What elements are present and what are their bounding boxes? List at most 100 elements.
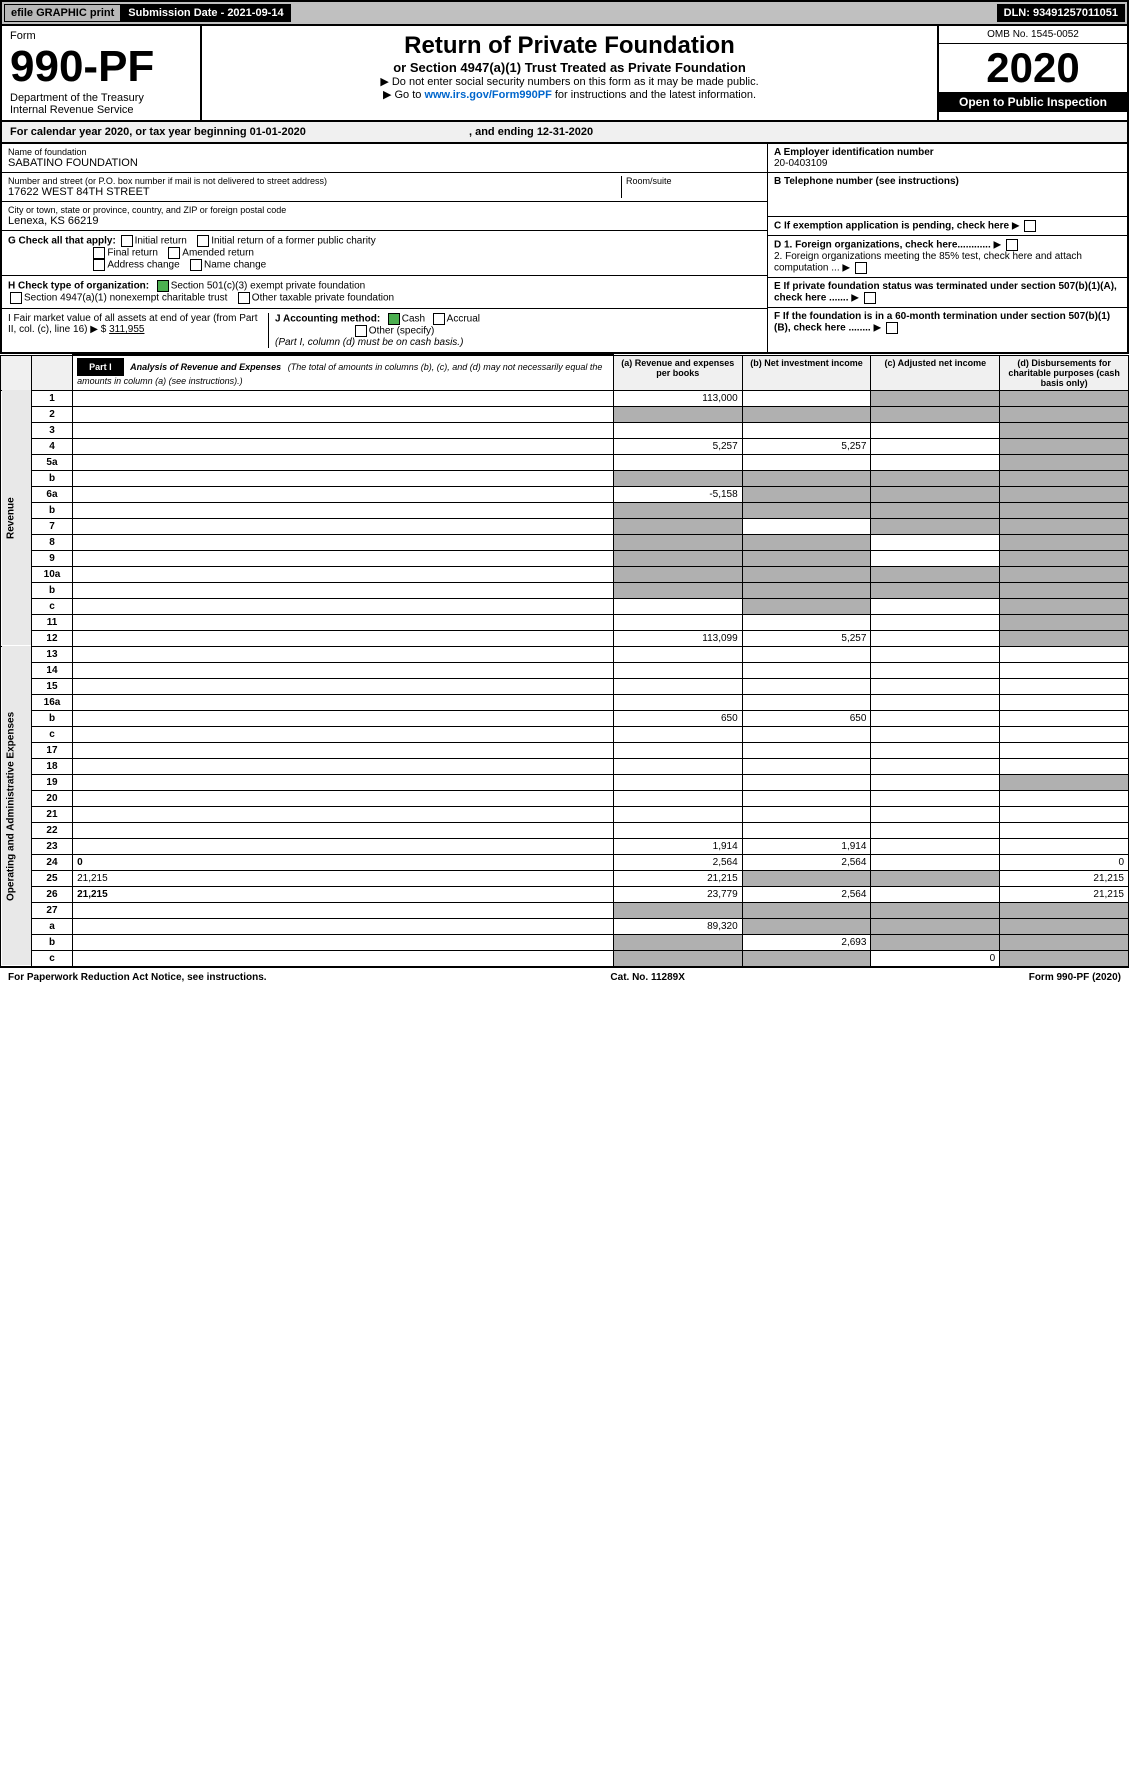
- cell-c: [871, 918, 1000, 934]
- cell-d: [1000, 566, 1129, 582]
- row-num: 26: [31, 886, 72, 902]
- col-b: (b) Net investment income: [742, 355, 871, 390]
- chk-accrual[interactable]: [433, 313, 445, 325]
- table-row: 6a-5,158: [1, 486, 1129, 502]
- cell-a: 1,914: [613, 838, 742, 854]
- cell-a: [613, 950, 742, 966]
- col-d: (d) Disbursements for charitable purpose…: [1000, 355, 1129, 390]
- cell-b: [742, 742, 871, 758]
- cell-c: [871, 454, 1000, 470]
- header-left: Form 990-PF Department of the Treasury I…: [2, 26, 202, 120]
- cell-c: [871, 486, 1000, 502]
- row-desc: 21,215: [73, 870, 614, 886]
- efile-button[interactable]: efile GRAPHIC print: [4, 4, 121, 22]
- row-desc: [73, 742, 614, 758]
- cell-a: [613, 614, 742, 630]
- cell-d: [1000, 438, 1129, 454]
- cell-c: [871, 614, 1000, 630]
- city-cell: City or town, state or province, country…: [2, 202, 767, 231]
- addr-cell: Number and street (or P.O. box number if…: [2, 173, 767, 202]
- chk-name[interactable]: [190, 259, 202, 271]
- chk-d1[interactable]: [1006, 239, 1018, 251]
- chk-c[interactable]: [1024, 220, 1036, 232]
- cell-c: [871, 710, 1000, 726]
- row-num: 4: [31, 438, 72, 454]
- row-num: 20: [31, 790, 72, 806]
- chk-d2[interactable]: [855, 262, 867, 274]
- table-row: b650650: [1, 710, 1129, 726]
- cell-c: [871, 822, 1000, 838]
- cell-b: [742, 646, 871, 662]
- cell-d: [1000, 630, 1129, 646]
- row-num: 21: [31, 806, 72, 822]
- table-row: 8: [1, 534, 1129, 550]
- cell-a: [613, 518, 742, 534]
- row-num: 11: [31, 614, 72, 630]
- row-num: 24: [31, 854, 72, 870]
- table-row: 2402,5642,5640: [1, 854, 1129, 870]
- row-desc: [73, 694, 614, 710]
- cell-c: [871, 742, 1000, 758]
- row-desc: [73, 550, 614, 566]
- table-row: 11: [1, 614, 1129, 630]
- cell-b: [742, 758, 871, 774]
- cell-d: [1000, 774, 1129, 790]
- form-label: Form: [10, 30, 192, 42]
- cell-b: [742, 822, 871, 838]
- row-desc: [73, 646, 614, 662]
- cell-d: [1000, 918, 1129, 934]
- table-row: c: [1, 598, 1129, 614]
- cell-c: [871, 630, 1000, 646]
- cell-b: [742, 614, 871, 630]
- cell-a: [613, 646, 742, 662]
- cell-a: [613, 582, 742, 598]
- chk-initial[interactable]: [121, 235, 133, 247]
- cell-a: 2,564: [613, 854, 742, 870]
- row-num: b: [31, 934, 72, 950]
- cell-b: [742, 518, 871, 534]
- cell-a: 113,000: [613, 390, 742, 406]
- cell-c: [871, 886, 1000, 902]
- row-desc: [73, 486, 614, 502]
- table-row: 231,9141,914: [1, 838, 1129, 854]
- row-desc: [73, 918, 614, 934]
- row-desc: [73, 422, 614, 438]
- cell-a: [613, 422, 742, 438]
- chk-e[interactable]: [864, 292, 876, 304]
- chk-address[interactable]: [93, 259, 105, 271]
- cell-b: 2,564: [742, 854, 871, 870]
- cell-a: [613, 406, 742, 422]
- cell-d: [1000, 694, 1129, 710]
- chk-4947[interactable]: [10, 292, 22, 304]
- irs-link[interactable]: www.irs.gov/Form990PF: [424, 89, 551, 101]
- chk-final[interactable]: [93, 247, 105, 259]
- cell-b: 650: [742, 710, 871, 726]
- cell-c: [871, 934, 1000, 950]
- cell-a: [613, 790, 742, 806]
- row-num: c: [31, 950, 72, 966]
- row-num: 1: [31, 390, 72, 406]
- row-desc: [73, 678, 614, 694]
- cell-b: [742, 598, 871, 614]
- tel-cell: B Telephone number (see instructions): [768, 173, 1127, 217]
- section-ij: I Fair market value of all assets at end…: [2, 309, 767, 352]
- chk-other-tax[interactable]: [238, 292, 250, 304]
- row-desc: 21,215: [73, 886, 614, 902]
- cell-b: [742, 422, 871, 438]
- table-row: 15: [1, 678, 1129, 694]
- instr1: ▶ Do not enter social security numbers o…: [208, 75, 931, 88]
- chk-501c3[interactable]: [157, 280, 169, 292]
- table-row: 17: [1, 742, 1129, 758]
- chk-amended[interactable]: [168, 247, 180, 259]
- cell-a: 5,257: [613, 438, 742, 454]
- row-desc: [73, 758, 614, 774]
- chk-cash[interactable]: [388, 313, 400, 325]
- section-h: H Check type of organization: Section 50…: [2, 276, 767, 309]
- chk-initial-former[interactable]: [197, 235, 209, 247]
- chk-other-method[interactable]: [355, 325, 367, 337]
- cell-a: [613, 822, 742, 838]
- cell-b: [742, 454, 871, 470]
- chk-f[interactable]: [886, 322, 898, 334]
- cell-d: [1000, 582, 1129, 598]
- cell-a: [613, 726, 742, 742]
